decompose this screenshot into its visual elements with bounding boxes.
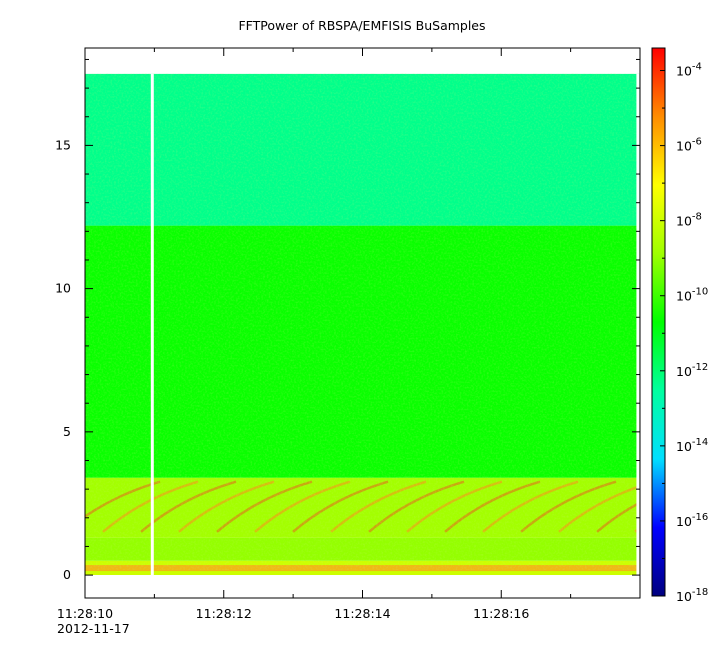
colorbar-tick-label: 10-12 xyxy=(676,362,708,379)
x-tick-label: 11:28:16 xyxy=(473,606,529,621)
y-axis: 0 5 10 15 xyxy=(55,58,640,582)
x-date-label: 2012-11-17 xyxy=(57,621,130,636)
colorbar-axis: 10-4 10-6 10-8 10-10 10-12 10-14 10-16 10-18 xyxy=(660,62,708,604)
colorbar-tick-label: 10-4 xyxy=(676,62,702,79)
colorbar-tick-label: 10-10 xyxy=(676,287,708,304)
plot-area xyxy=(85,48,640,598)
data-gap xyxy=(636,73,640,576)
colorbar-tick-label: 10-18 xyxy=(676,587,708,604)
x-tick-label: 11:28:14 xyxy=(334,606,390,621)
y-tick-label: 15 xyxy=(55,137,71,152)
y-tick-label: 10 xyxy=(55,281,71,296)
y-tick-label: 5 xyxy=(63,424,71,439)
colorbar-tick-label: 10-14 xyxy=(676,437,708,454)
colorbar-tick-label: 10-8 xyxy=(676,212,702,229)
x-axis: 11:28:10 11:28:12 11:28:14 11:28:16 xyxy=(57,48,572,621)
colorbar-tick-label: 10-6 xyxy=(676,137,702,154)
colorbar-tick-label: 10-16 xyxy=(676,512,708,529)
data-gap xyxy=(150,73,154,576)
x-tick-label: 11:28:12 xyxy=(196,606,252,621)
noise-texture xyxy=(85,73,640,570)
x-tick-label: 11:28:10 xyxy=(57,606,113,621)
chart-title: FFTPower of RBSPA/EMFISIS BuSamples xyxy=(238,18,485,33)
y-tick-label: 0 xyxy=(63,567,71,582)
colorbar xyxy=(651,47,666,597)
